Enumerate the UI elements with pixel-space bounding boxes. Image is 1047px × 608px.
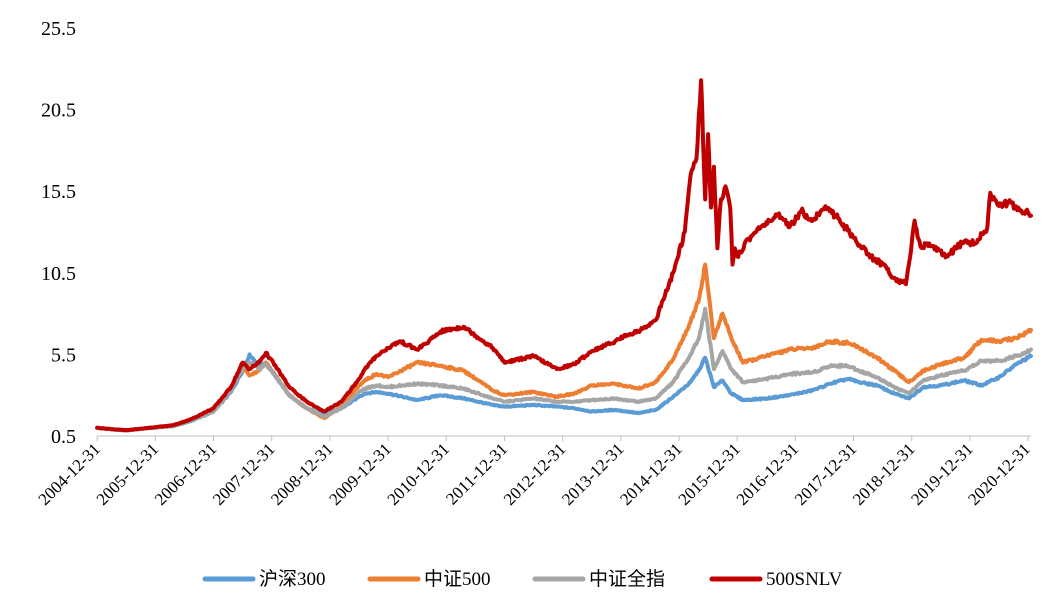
x-tick-label: 2016-12-31	[733, 439, 803, 509]
y-tick-label: 10.5	[41, 263, 76, 285]
legend-label-500SNLV: 500SNLV	[766, 569, 843, 590]
series-line-中证500	[95, 262, 1033, 433]
x-tick-label: 2008-12-31	[267, 439, 337, 509]
x-tick-label: 2009-12-31	[325, 439, 395, 509]
x-tick-label: 2010-12-31	[384, 439, 454, 509]
y-axis-tick-labels: 0.5 5.5 10.5 15.5 20.5 25.5	[41, 18, 76, 448]
x-tick-label: 2020-12-31	[964, 439, 1034, 509]
x-tick-label: 2007-12-31	[209, 439, 279, 509]
y-tick-label: 0.5	[51, 426, 76, 448]
series-line-500SNLV	[95, 78, 1033, 433]
series-line-沪深300	[95, 352, 1033, 433]
x-tick-label: 2015-12-31	[674, 439, 744, 509]
x-tick-label: 2012-12-31	[500, 439, 570, 509]
x-tick-label: 2004-12-31	[34, 439, 104, 509]
legend: 沪深300 中证500 中证全指 500SNLV	[202, 568, 843, 590]
x-tick-label: 2005-12-31	[93, 439, 163, 509]
y-tick-label: 25.5	[41, 18, 76, 40]
x-tick-label: 2017-12-31	[791, 439, 861, 509]
legend-label-沪深300: 沪深300	[259, 568, 326, 590]
series-lines	[95, 78, 1033, 433]
x-tick-label: 2006-12-31	[151, 439, 221, 509]
y-tick-label: 15.5	[41, 181, 76, 203]
x-tick-label: 2018-12-31	[849, 439, 919, 509]
y-tick-label: 20.5	[41, 100, 76, 122]
legend-label-中证全指: 中证全指	[589, 568, 665, 590]
legend-label-中证500: 中证500	[424, 568, 491, 590]
y-tick-label: 5.5	[51, 344, 76, 366]
x-tick-label: 2014-12-31	[616, 439, 686, 509]
x-tick-label: 2013-12-31	[558, 439, 628, 509]
x-axis-tick-labels: 2004-12-312005-12-312006-12-312007-12-31…	[34, 436, 1034, 509]
x-tick-label: 2011-12-31	[442, 439, 511, 508]
